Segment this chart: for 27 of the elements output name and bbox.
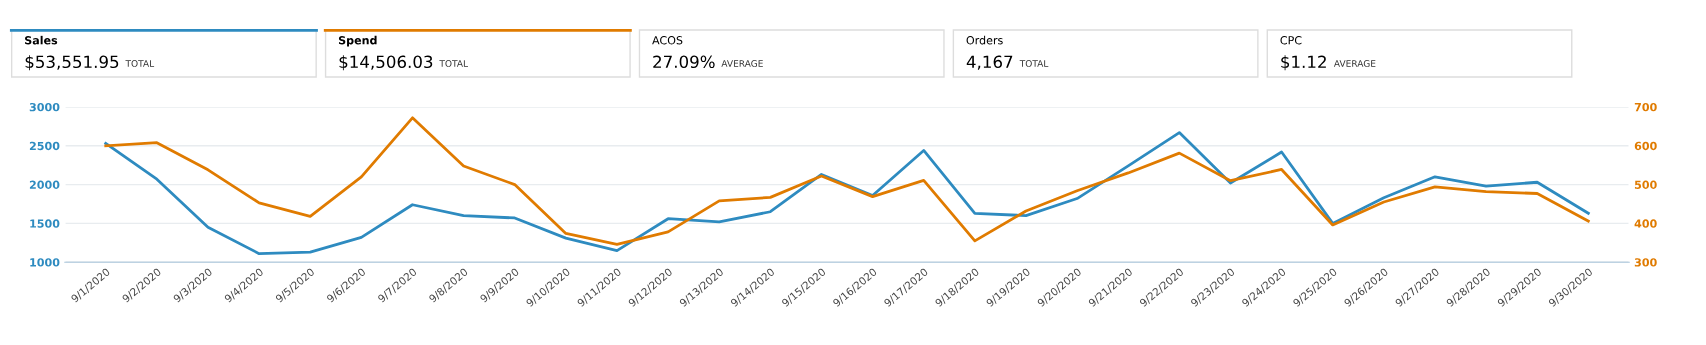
text: TOTAL: [439, 60, 468, 67]
y-tick-label: 1000: [30, 258, 60, 267]
y2-tick-label: 300: [1634, 258, 1657, 267]
text: $14,506.03: [339, 55, 433, 71]
text: TOTAL: [1019, 60, 1049, 67]
text: CPC: [1280, 36, 1302, 45]
y2-tick-label: 500: [1634, 180, 1657, 189]
text: $53,551.95: [25, 55, 119, 71]
y-tick-label: 2500: [29, 141, 60, 151]
text: Sales: [25, 35, 58, 45]
y2-tick-label: 400: [1634, 219, 1657, 228]
line-series: [104, 131, 1590, 256]
text: Spend: [338, 35, 377, 47]
y-tick-label: 1500: [30, 219, 60, 228]
line-series: [104, 116, 1590, 246]
text: 27.09%: [653, 55, 715, 69]
y2-tick-label: 700: [1634, 102, 1657, 112]
text: AVERAGE: [1333, 60, 1376, 67]
text: Orders: [966, 35, 1003, 45]
text: $1.12: [1281, 55, 1326, 71]
y-tick-label: 3000: [29, 102, 60, 112]
text: 4,167: [966, 55, 1013, 70]
y2-tick-label: 600: [1634, 141, 1657, 151]
text: ACOS: [652, 36, 683, 45]
text: TOTAL: [125, 60, 155, 67]
text: AVERAGE: [721, 60, 763, 67]
y-tick-label: 2000: [29, 180, 60, 189]
